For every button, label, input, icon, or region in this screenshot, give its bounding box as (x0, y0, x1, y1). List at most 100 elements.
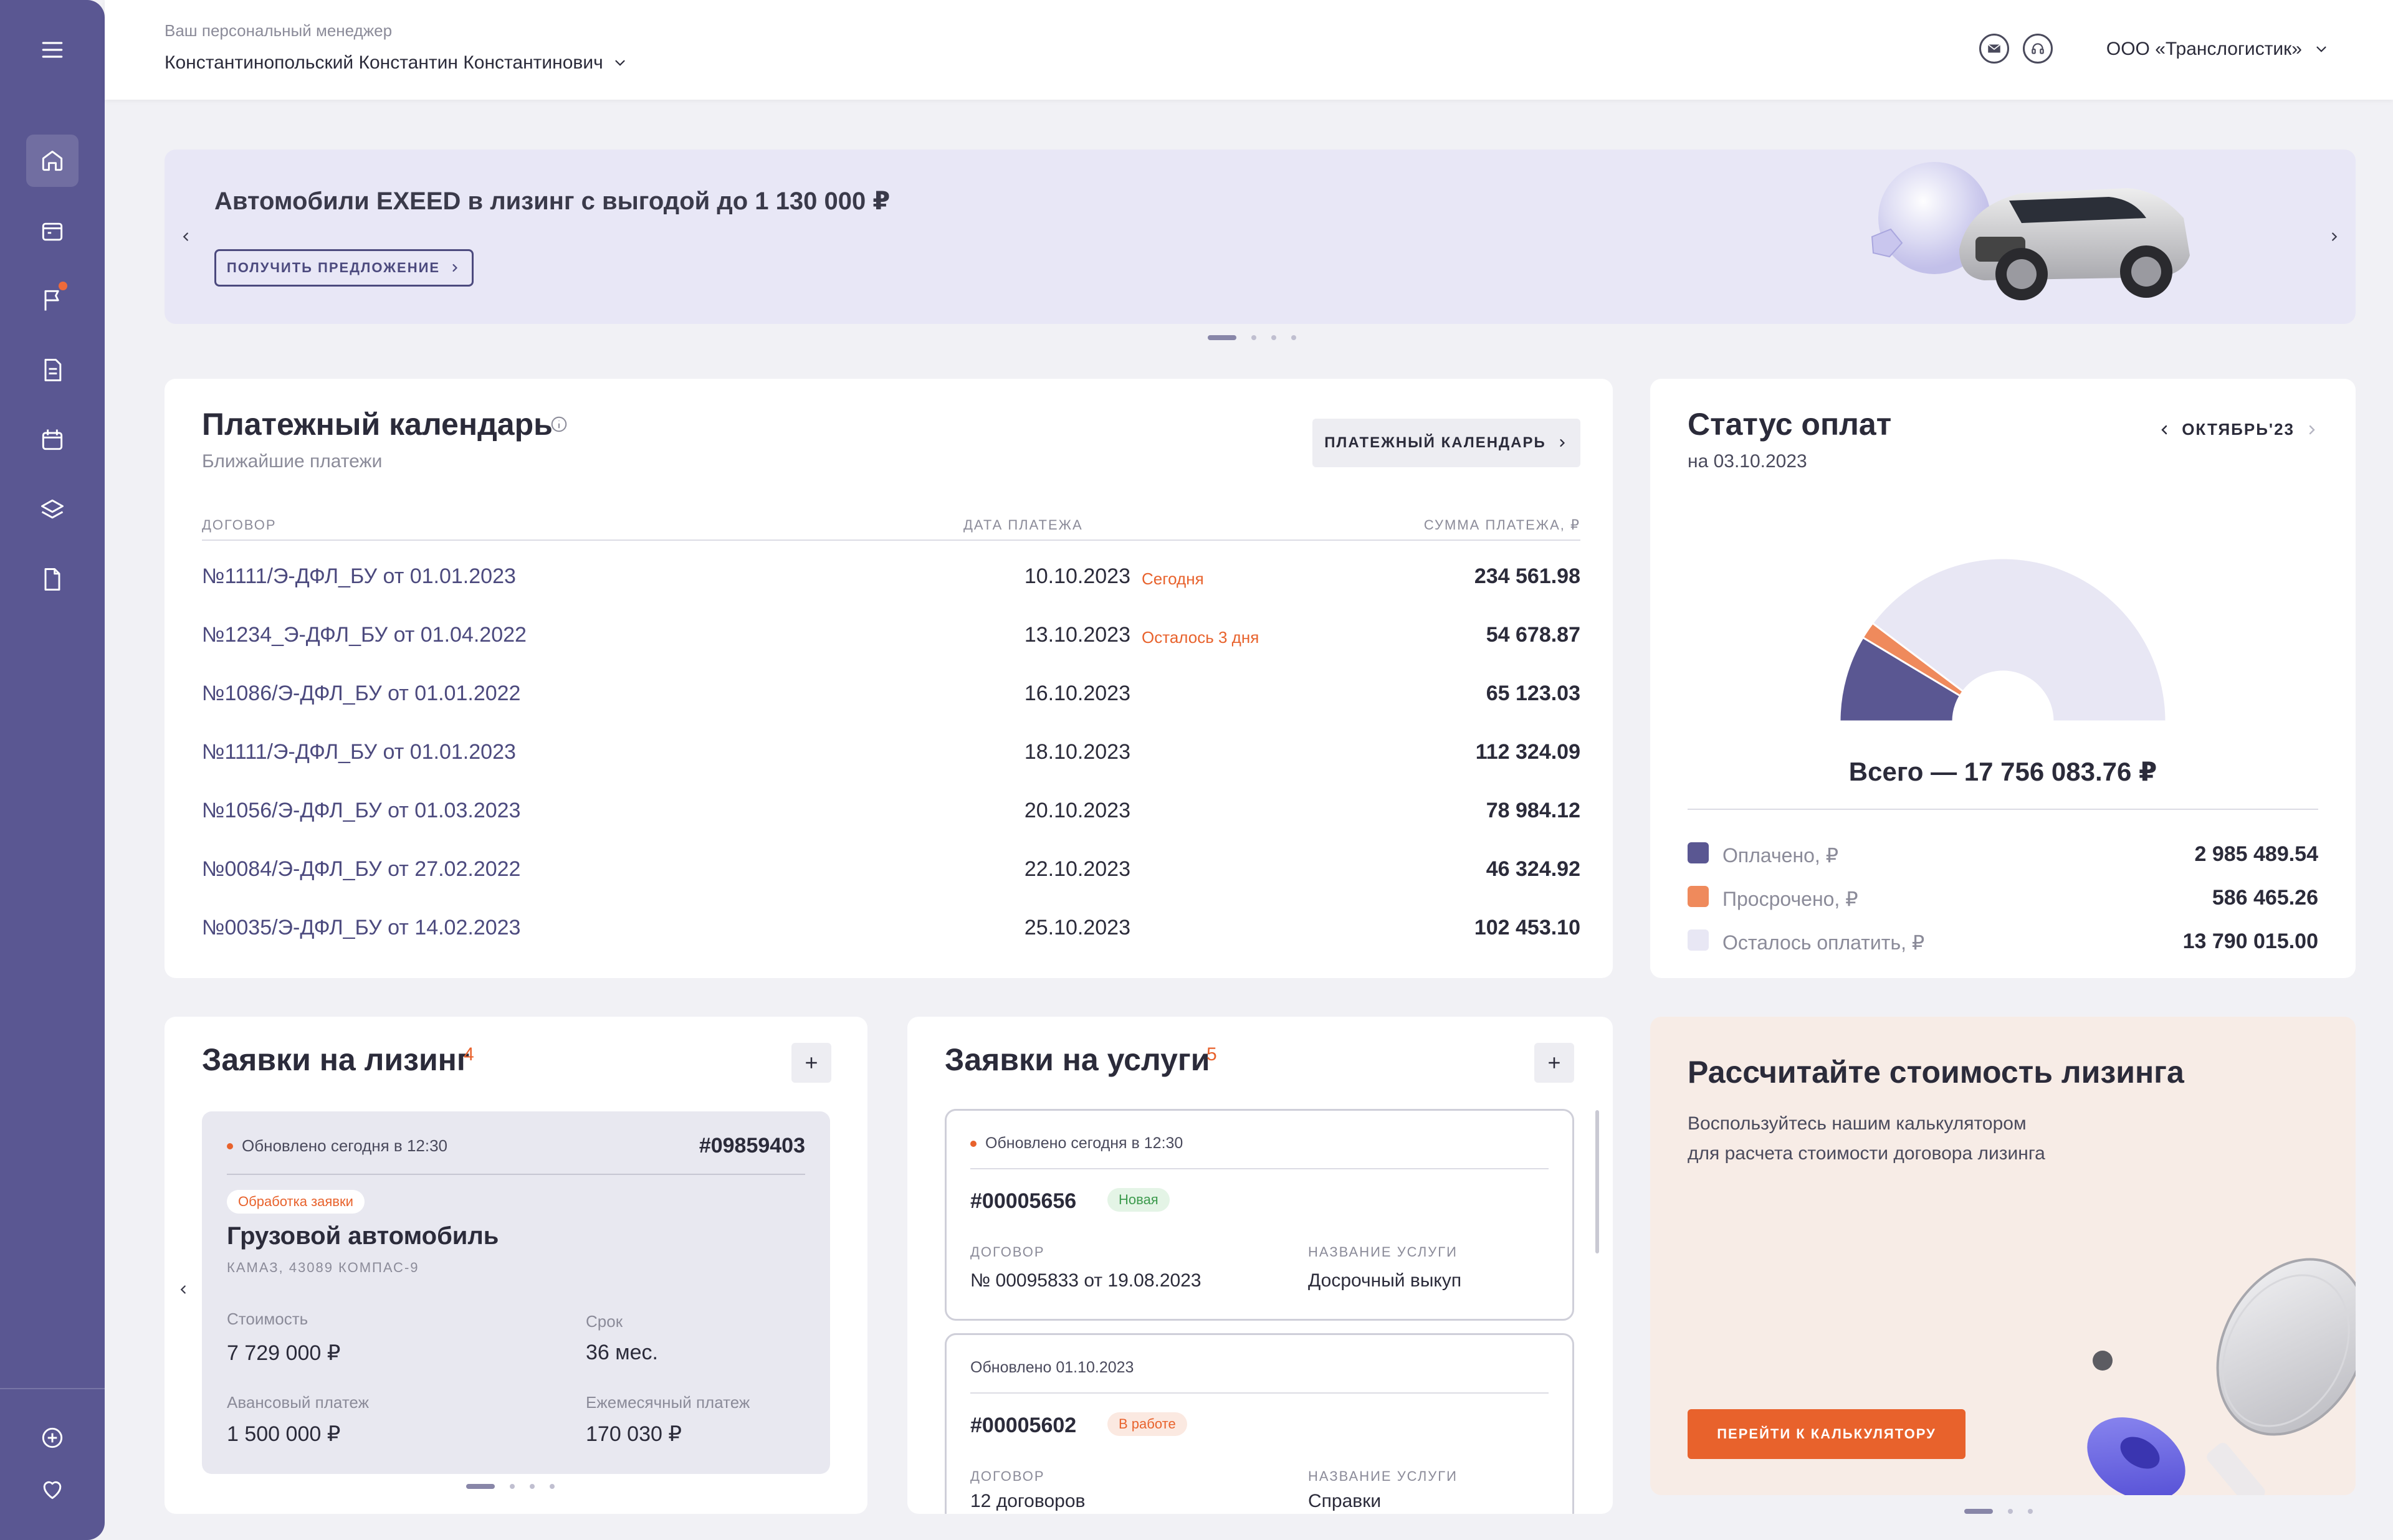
lease-updated: Обновлено сегодня в 12:30 (227, 1136, 447, 1156)
chevron-down-icon (2316, 46, 2326, 52)
lease-request-item[interactable]: Обновлено сегодня в 12:30 #09859403 Обра… (202, 1111, 830, 1474)
company-selector[interactable]: ООО «Транслогистик» (2106, 39, 2329, 60)
lease-prev-button[interactable] (171, 1277, 196, 1302)
plus-icon (1549, 1057, 1560, 1068)
pagination-dot[interactable] (2008, 1509, 2013, 1514)
layers-icon[interactable] (26, 483, 79, 536)
banner-prev-button[interactable] (173, 224, 198, 249)
service-requests-title: Заявки на услуги (945, 1042, 1210, 1077)
service-request-number: #00005656 (970, 1189, 1077, 1213)
add-circle-icon[interactable] (26, 1412, 79, 1464)
payment-date: 16.10.2023 (1024, 682, 1130, 705)
pagination-dot[interactable] (510, 1484, 515, 1489)
home-icon[interactable] (26, 135, 79, 187)
manager-selector[interactable]: Константинопольский Константин Константи… (165, 52, 628, 74)
payment-date: 10.10.2023 (1024, 564, 1130, 588)
payment-date: 22.10.2023 (1024, 857, 1130, 881)
chevron-right-icon[interactable] (2305, 422, 2319, 437)
pagination-dot[interactable] (1291, 335, 1296, 340)
contract-link[interactable]: №1111/Э-ДФЛ_БУ от 01.01.2023 (202, 740, 516, 764)
service-request-item[interactable]: Обновлено сегодня в 12:30 #00005656 Нова… (945, 1109, 1574, 1321)
browser-window-icon[interactable] (26, 206, 79, 258)
file-icon[interactable] (26, 553, 79, 606)
contract-link[interactable]: №1111/Э-ДФЛ_БУ от 01.01.2023 (202, 564, 516, 588)
support-headset-icon[interactable] (2023, 34, 2053, 64)
payment-amount: 102 453.10 (1474, 916, 1580, 939)
lease-requests-title: Заявки на лизинг (202, 1042, 470, 1077)
payment-amount: 46 324.92 (1486, 857, 1580, 881)
pagination-dot[interactable] (530, 1484, 535, 1489)
payment-date: 25.10.2023 (1024, 916, 1130, 939)
banner-next-button[interactable] (2322, 224, 2347, 249)
payment-amount: 112 324.09 (1475, 740, 1580, 764)
service-updated: Обновлено 01.10.2023 (970, 1359, 1134, 1377)
table-row: №1111/Э-ДФЛ_БУ от 01.01.2023 10.10.2023 … (202, 548, 1580, 607)
chevron-right-icon (2332, 232, 2338, 241)
service-requests-count: 5 (1206, 1044, 1217, 1065)
contract-link[interactable]: №1234_Э-ДФЛ_БУ от 01.04.2022 (202, 623, 527, 647)
chevron-left-icon[interactable] (2157, 422, 2172, 437)
notification-dot (59, 282, 67, 290)
flag-icon[interactable] (26, 274, 79, 326)
calendar-icon[interactable] (26, 414, 79, 466)
status-dot (970, 1140, 977, 1147)
car-illustration (1871, 162, 2190, 300)
sidebar (0, 0, 105, 1540)
month-switcher: ОКТЯБРЬ'23 (2157, 420, 2319, 439)
divider (227, 1174, 805, 1175)
cost-label: Стоимость (227, 1309, 308, 1328)
contract-link[interactable]: №1086/Э-ДФЛ_БУ от 01.01.2022 (202, 682, 521, 705)
lease-pagination (466, 1484, 555, 1489)
pagination-dot[interactable] (550, 1484, 555, 1489)
column-header-amount: СУММА ПЛАТЕЖА, ₽ (1423, 517, 1580, 533)
pagination-dot[interactable] (466, 1484, 495, 1489)
legend-swatch (1688, 886, 1709, 907)
calculator-promo-card: Рассчитайте стоимость лизинга Воспользуй… (1650, 1017, 2356, 1495)
mail-icon[interactable] (1979, 34, 2009, 64)
add-lease-request-button[interactable] (791, 1043, 831, 1083)
pagination-dot[interactable] (2028, 1509, 2033, 1514)
payment-amount: 234 561.98 (1474, 564, 1580, 588)
table-row: №0084/Э-ДФЛ_БУ от 27.02.2022 22.10.2023 … (202, 841, 1580, 900)
go-to-calculator-button[interactable]: ПЕРЕЙТИ К КАЛЬКУЛЯТОРУ (1688, 1409, 1966, 1459)
table-row: №1111/Э-ДФЛ_БУ от 01.01.2023 18.10.2023 … (202, 724, 1580, 782)
service-request-item[interactable]: Обновлено 01.10.2023 #00005602 В работе … (945, 1333, 1574, 1514)
coins-illustration (2087, 1258, 2356, 1495)
payment-calendar-subtitle: Ближайшие платежи (202, 451, 383, 472)
contract-link[interactable]: №0035/Э-ДФЛ_БУ от 14.02.2023 (202, 916, 521, 939)
add-service-request-button[interactable] (1534, 1043, 1574, 1083)
legend-label: Оплачено, ₽ (1722, 844, 1839, 867)
contract-link[interactable]: №1056/Э-ДФЛ_БУ от 01.03.2023 (202, 799, 521, 822)
term-value: 36 мес. (586, 1341, 658, 1364)
payment-status-chart (1838, 557, 2167, 723)
service-updated-text: Обновлено 01.10.2023 (970, 1359, 1134, 1376)
column-header-contract: ДОГОВОР (202, 517, 277, 533)
pagination-dot[interactable] (1964, 1509, 1993, 1514)
chevron-right-icon (1560, 439, 1565, 447)
payment-calendar-card: Платежный календарь Ближайшие платежи ПЛ… (165, 379, 1613, 978)
legend-value: 13 790 015.00 (2182, 929, 2318, 953)
pagination-dot[interactable] (1251, 335, 1256, 340)
service-list-scrollbar[interactable] (1595, 1110, 1599, 1253)
contract-label: ДОГОВОР (970, 1468, 1045, 1484)
payment-note: Сегодня (1142, 569, 1204, 588)
get-offer-label: ПОЛУЧИТЬ ПРЕДЛОЖЕНИЕ (226, 260, 441, 275)
get-offer-button[interactable]: ПОЛУЧИТЬ ПРЕДЛОЖЕНИЕ (214, 249, 474, 287)
contract-link[interactable]: №0084/Э-ДФЛ_БУ от 27.02.2022 (202, 857, 521, 881)
service-status-badge: В работе (1107, 1412, 1187, 1436)
info-icon[interactable] (550, 415, 568, 434)
menu-icon[interactable] (26, 24, 79, 76)
manager-name: Константинопольский Константин Константи… (165, 52, 603, 73)
open-payment-calendar-button[interactable]: ПЛАТЕЖНЫЙ КАЛЕНДАРЬ (1312, 419, 1580, 467)
promo-pagination (1964, 1509, 2033, 1514)
payment-note: Осталось 3 дня (1142, 628, 1259, 647)
divider (970, 1392, 1549, 1394)
pagination-dot[interactable] (1208, 335, 1236, 340)
legend-item-paid: Оплачено, ₽ 2 985 489.54 (1688, 831, 2318, 875)
legend-swatch (1688, 842, 1709, 863)
heart-icon[interactable] (26, 1463, 79, 1515)
lease-requests-count: 4 (464, 1044, 474, 1065)
document-icon[interactable] (26, 344, 79, 396)
pagination-dot[interactable] (1271, 335, 1276, 340)
lease-requests-card: Заявки на лизинг 4 Обновлено сегодня в 1… (165, 1017, 867, 1514)
